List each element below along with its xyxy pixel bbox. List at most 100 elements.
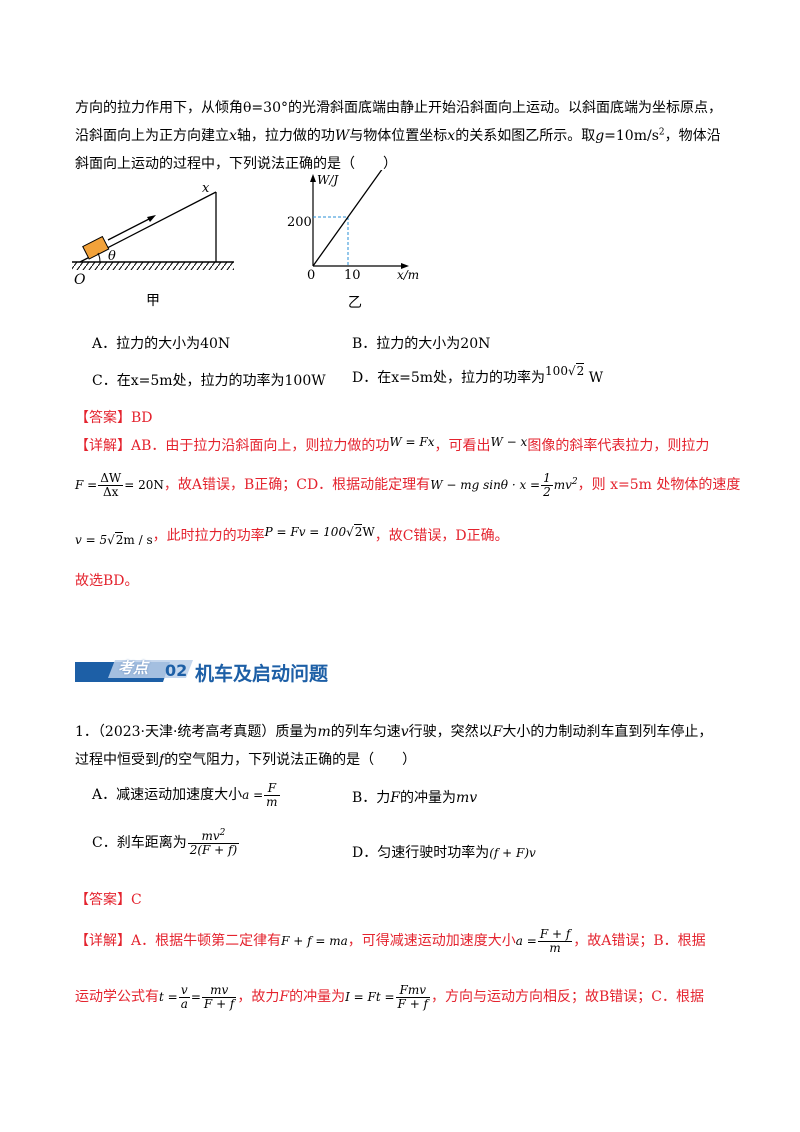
text: ，故A错误；B．根据 [573,933,706,949]
theta-label: θ [108,249,116,264]
detail-line-1: 【详解】AB．由于拉力沿斜面向上，则拉力做的功W = Fx，可看出W − x图像… [75,435,735,456]
text: 沿斜面向上为正方向建立 [75,128,229,144]
numerator: v [178,984,190,998]
theta-arc [97,252,101,263]
detail-line-3: v = 5√2m / s，此时拉力的功率P = Fv = 100√2W，故C错误… [75,524,735,547]
text: W − mg sinθ · x = [430,478,541,492]
text: A．减速运动加速度大小 [92,787,243,803]
origin-label: O [74,272,86,288]
text: W [584,370,604,386]
var: f [159,752,165,768]
radicand: 2 [114,532,124,547]
radicand: 2 [353,524,363,539]
text: ，此时拉力的功率 [152,528,265,544]
math: 100√2 [545,363,585,378]
text: 行驶，突然以 [408,724,493,740]
text: mv [201,829,220,843]
choice-c: C．在x=5m处，拉力的功率为100W [92,373,326,389]
var: m [317,724,331,740]
text: a = [242,788,264,802]
numerator: mv2 [187,829,240,844]
text: 1．（2023·天津·统考高考真题）质量为 [75,724,318,740]
figure-caption-jia: 甲 [146,293,160,309]
var-w: W [334,128,350,144]
var-x: x [447,128,456,144]
math: W = Fx [389,435,435,449]
radicand: 2 [575,363,585,378]
var-g: g [595,128,605,144]
numerator: mv [201,984,237,998]
math: W − mg sinθ · x = 1 2 mv2 [430,472,578,499]
text: C．刹车距离为 [92,835,187,851]
superscript: 2 [571,477,578,487]
denominator: a [180,997,188,1011]
y-axis-arrow [310,174,316,182]
denominator: F + f [397,997,428,1011]
section-number: 02 [165,661,188,680]
text: v = 5 [75,533,108,547]
q2-line-2: 过程中恒受到f的空气阻力，下列说法正确的是（ ） [75,750,735,770]
text: I = Ft = [345,990,395,1004]
text: B．力 [352,790,391,806]
math: mv2 2(F + f) [187,829,240,857]
denominator: 2 [543,485,551,499]
text: 的列车匀速 [330,724,401,740]
denominator: m [266,795,278,809]
question-intro-line-3: 斜面向上运动的过程中，下列说法正确的是（ ） [75,154,735,174]
text: 方向的拉力作用下，从倾角θ=30°的光滑斜面底端由静止开始沿斜面向上运动。以斜面… [75,100,722,116]
fraction: ΔW Δx [98,472,124,499]
fraction: mv F + f [201,984,237,1011]
y-tick-label: 200 [287,215,312,230]
answer-label: 【答案】BD [75,408,735,428]
text: mv [553,478,572,492]
text: = [190,990,201,1004]
force-arrow-head [147,215,156,222]
section-tag: 考点 [118,659,149,677]
text: 与物体位置坐标 [349,128,448,144]
fraction: Fmv F + f [395,984,430,1011]
math: P = Fv = 100√2W [264,524,375,539]
incline-figure: θ O x [72,181,234,288]
text: 【答案】BD [75,410,153,426]
text: 的关系如图乙所示。取 [455,128,596,144]
text: D．匀速行驶时功率为 [352,845,490,861]
text: ，物体沿 [664,128,721,144]
section-title: 机车及启动问题 [195,663,329,685]
text: 斜面向上运动的过程中，下列说法正确的是（ ） [75,156,397,172]
numerator: 1 [541,471,553,486]
text: 故选BD。 [75,573,139,589]
denominator: m [549,941,561,955]
y-axis-label: W/J [317,173,339,187]
text: 100 [545,364,568,378]
x-axis-label: x [202,181,210,196]
choice-b: B．拉力的大小为20N [352,336,491,352]
var: mv [456,790,478,806]
text: 过程中恒受到 [75,752,159,768]
text: ，故力 [237,989,280,1005]
text: m / s [123,533,153,547]
w-x-chart: W/J 200 0 10 x/m [287,170,419,282]
math: I = Ft = Fmv F + f [345,984,431,1011]
text: 【详解】A．根据牛顿第二定律有 [75,933,282,949]
text: P = Fv = 100 [264,525,347,539]
detail-line-2: F = ΔW Δx = 20N，故A错误，B正确；CD．根据动能定理有W − mg s… [75,472,740,502]
math: F = ΔW Δx = 20N [75,472,164,499]
fraction: mv2 2(F + f) [187,829,240,857]
text: 图像的斜率代表拉力，则拉力 [527,438,710,454]
text: t = [159,990,178,1004]
text: 大小的力制动刹车直到列车停止， [502,724,713,740]
data-line [312,170,383,267]
question-intro-line-2: 沿斜面向上为正方向建立x轴，拉力做的功W与物体位置坐标x的关系如图乙所示。取g=… [75,126,735,146]
x-axis-label: x/m [397,268,419,282]
q2-choice-c: C．刹车距离为 mv2 2(F + f) [92,829,240,857]
denominator: Δx [102,485,119,499]
text: ，故A错误，B正确；CD．根据动能定理有 [163,477,431,493]
superscript: 2 [658,127,665,138]
q2-answer-label: 【答案】C [75,890,735,910]
block [82,235,110,260]
